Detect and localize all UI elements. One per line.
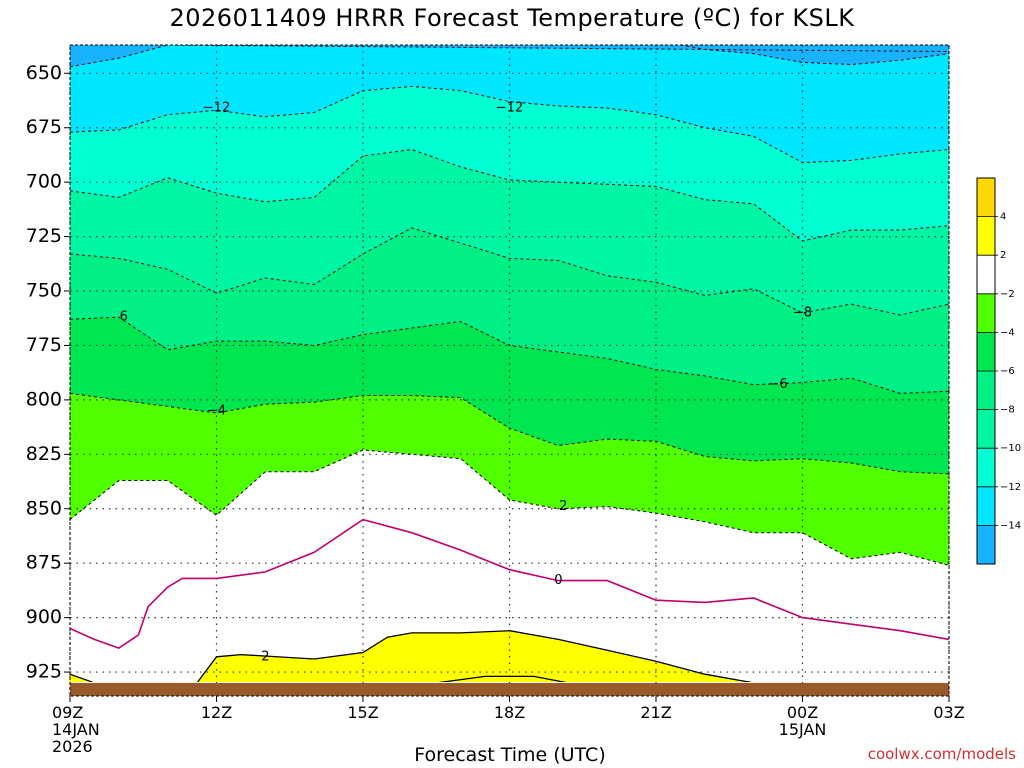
colorbar-swatch: [977, 525, 995, 564]
x-tick-label: 18Z: [494, 703, 525, 722]
colorbar-swatch: [977, 293, 995, 333]
y-tick-label: 750: [26, 280, 62, 302]
colorbar-swatch: [977, 216, 995, 256]
y-tick-label: 925: [26, 661, 62, 683]
x-tick-label: 15JAN: [779, 720, 827, 739]
x-tick-label: 15Z: [347, 703, 378, 722]
y-tick-label: 875: [26, 552, 62, 574]
contour-label: −12: [203, 101, 230, 116]
contour-line-minus14: [70, 45, 949, 68]
colorbar-swatch: [977, 409, 995, 449]
y-tick-label: 825: [26, 443, 62, 465]
colorbar-label: −8: [1000, 405, 1015, 416]
colorbar-label: −2: [1000, 289, 1015, 300]
contour-line-minus10: [70, 148, 949, 242]
colorbar-swatch: [977, 448, 995, 487]
contour-line-minus12: [70, 85, 949, 164]
colorbar-label: −4: [1000, 327, 1015, 338]
contour-line-minus4: [70, 392, 949, 475]
contour-label: −4: [207, 403, 226, 418]
colorbar-swatch: [977, 255, 995, 294]
y-tick-label: 725: [26, 225, 62, 247]
colorbar-swatch: [977, 332, 995, 371]
colorbar-swatch: [977, 486, 995, 526]
colorbar-label: 4: [1000, 212, 1006, 223]
contour-label: 2: [261, 649, 269, 664]
x-tick-label: 12Z: [201, 703, 232, 722]
y-tick-label: 650: [26, 62, 62, 84]
colorbar-swatch: [977, 178, 995, 217]
contour-label: 0: [554, 573, 562, 588]
source-credit: coolwx.com/models: [867, 745, 1016, 763]
contour-line-plus2: [196, 630, 753, 682]
band-fill-plus2-to-plus4-0: [197, 630, 749, 682]
colorbar-swatch: [977, 371, 995, 410]
contour-label: −8: [793, 305, 812, 320]
contour-label: 2: [559, 499, 567, 514]
x-tick-label: 00Z: [787, 703, 818, 722]
y-tick-label: 800: [26, 388, 62, 410]
y-tick-label: 675: [26, 116, 62, 138]
contour-line-plus2: [70, 673, 94, 682]
contour-label: −12: [496, 101, 523, 116]
ground-surface: [70, 682, 949, 696]
x-tick-label: 2026: [52, 737, 93, 756]
x-axis-label: Forecast Time (UTC): [414, 744, 606, 766]
x-tick-label: 03Z: [933, 703, 964, 722]
x-tick-label: 14JAN: [52, 720, 100, 739]
x-tick-label: 09Z: [52, 703, 83, 722]
colorbar-label: −10: [1000, 443, 1021, 454]
y-tick-label: 775: [26, 334, 62, 356]
contour-line-minus8: [70, 227, 949, 316]
colorbar-legend: 4 2 −2 −4 −6 −8 −10 −12 −14: [976, 177, 1021, 565]
contour-line-plus4: [438, 675, 567, 682]
contour-label: −6: [768, 377, 787, 392]
contour-line-minus6: [70, 316, 949, 394]
chart-title: 2026011409 HRRR Forecast Temperature (ºC…: [169, 4, 855, 32]
contour-line-minus14: [680, 45, 949, 66]
colorbar-label: −14: [1000, 520, 1021, 531]
x-tick-label: 21Z: [640, 703, 671, 722]
y-tick-label: 850: [26, 497, 62, 519]
colorbar-label: −6: [1000, 366, 1015, 377]
y-tick-label: 900: [26, 606, 62, 628]
contour-line-plus0: [70, 518, 949, 649]
contour-label: 6: [120, 310, 128, 325]
colorbar-label: −12: [1000, 482, 1021, 493]
colorbar-label: 2: [1000, 250, 1006, 261]
y-tick-label: 700: [26, 171, 62, 193]
